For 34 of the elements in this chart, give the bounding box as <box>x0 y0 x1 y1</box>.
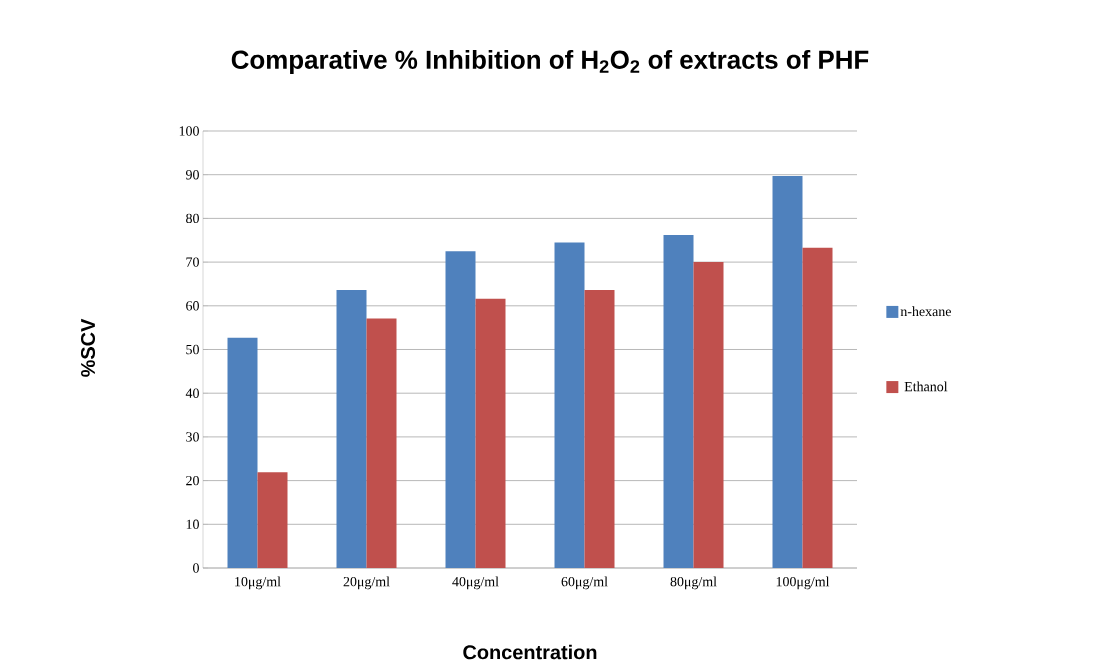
y-tick-label: 30 <box>186 432 199 442</box>
y-tick-label: 40 <box>185 388 199 398</box>
bar <box>445 251 476 568</box>
bar <box>584 290 615 568</box>
bar <box>693 262 724 568</box>
y-tick-label: 60 <box>186 301 199 311</box>
y-tick-label: 50 <box>186 344 199 355</box>
legend-label: Ethanol <box>904 381 948 392</box>
bar <box>554 242 585 568</box>
x-axis-title: Concentration <box>463 644 597 660</box>
bar <box>257 472 288 568</box>
y-tick-label: 100 <box>179 126 199 136</box>
bar <box>802 247 833 568</box>
legend-label: n-hexane <box>900 306 951 317</box>
y-tick-label: 90 <box>185 169 199 180</box>
bar <box>663 235 694 568</box>
x-tick-label: 20μg/ml <box>343 576 390 590</box>
bar <box>336 290 367 568</box>
y-tick-label: 10 <box>186 519 199 530</box>
y-axis-title: %SCV <box>80 318 96 377</box>
x-tick-label: 100μg/ml <box>776 576 830 590</box>
x-tick-label: 80μg/ml <box>670 576 717 590</box>
y-tick-label: 20 <box>186 475 199 486</box>
bar <box>475 298 506 568</box>
bar <box>227 337 258 568</box>
y-tick-label: 0 <box>193 563 199 573</box>
y-tick-label: 80 <box>186 213 199 224</box>
bar <box>772 176 803 568</box>
x-tick-label: 10μg/ml <box>235 576 281 590</box>
bar <box>366 318 397 568</box>
y-tick-label: 70 <box>186 257 199 267</box>
chart-title: Comparative % Inhibition of H$_{2}$O$_{2}$ of extracts of PHF <box>231 49 869 75</box>
x-tick-label: 60μg/ml <box>561 576 608 590</box>
x-tick-label: 40μg/ml <box>452 576 499 590</box>
